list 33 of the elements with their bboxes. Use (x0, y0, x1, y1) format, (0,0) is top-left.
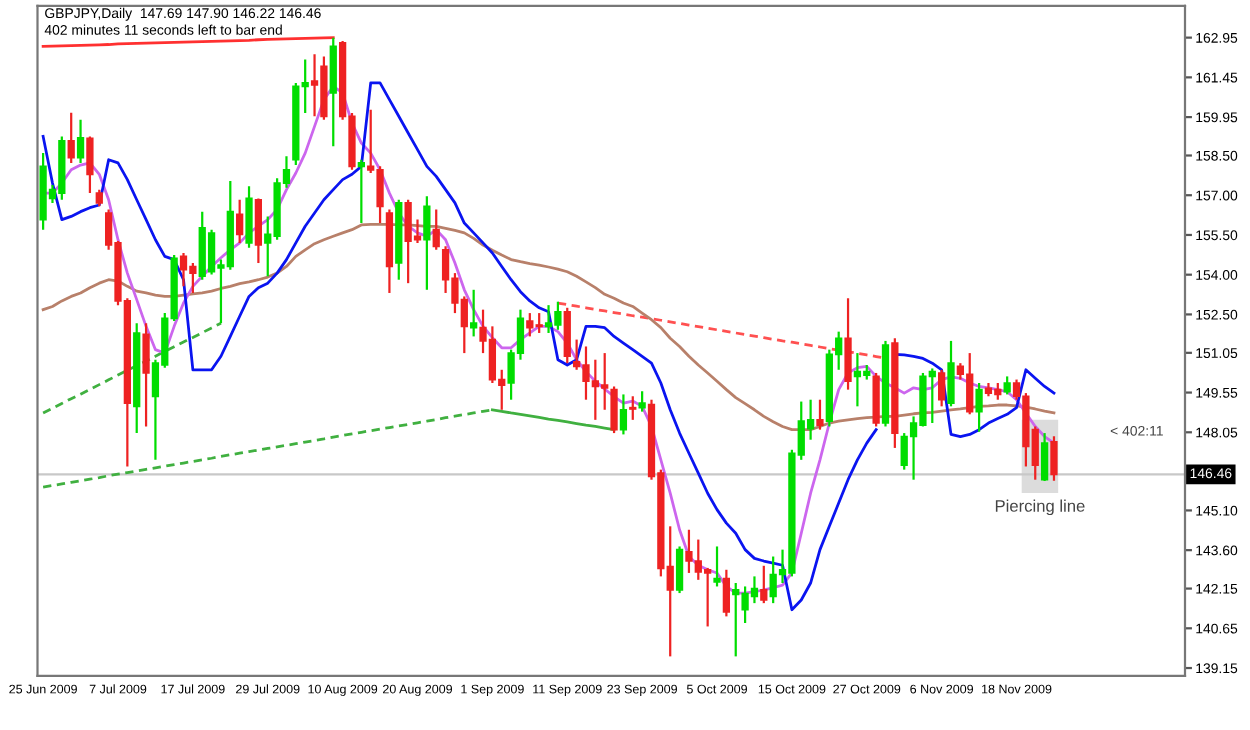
candlestick (629, 395, 637, 421)
candlestick (619, 393, 628, 436)
candlestick (844, 297, 852, 391)
candlestick (1050, 435, 1058, 482)
candlestick (86, 135, 94, 195)
candlestick (142, 322, 150, 428)
candlestick (610, 385, 618, 435)
candlestick (563, 306, 571, 365)
candlestick (329, 36, 337, 148)
candlestick (816, 398, 824, 431)
candlestick (675, 545, 684, 595)
candlestick (423, 195, 431, 291)
annotation: Piercing line (995, 499, 1085, 516)
candlestick (853, 351, 862, 408)
candlestick (1003, 375, 1011, 396)
candlestick (947, 339, 955, 408)
candlestick (357, 158, 365, 225)
candlestick (722, 568, 731, 618)
candlestick (760, 564, 768, 605)
candlestick (254, 197, 263, 265)
candlestick (938, 368, 946, 408)
line-series (41, 321, 223, 415)
candlestick (245, 185, 253, 249)
candlestick (236, 198, 244, 245)
candlestick (470, 288, 478, 338)
candlestick (76, 118, 85, 165)
candlestick (872, 371, 880, 428)
candlestick (1040, 431, 1049, 483)
candlestick (713, 545, 721, 588)
candlestick (432, 208, 440, 251)
candlestick (975, 381, 983, 433)
candlestick (67, 111, 75, 165)
candlestick (638, 390, 646, 413)
